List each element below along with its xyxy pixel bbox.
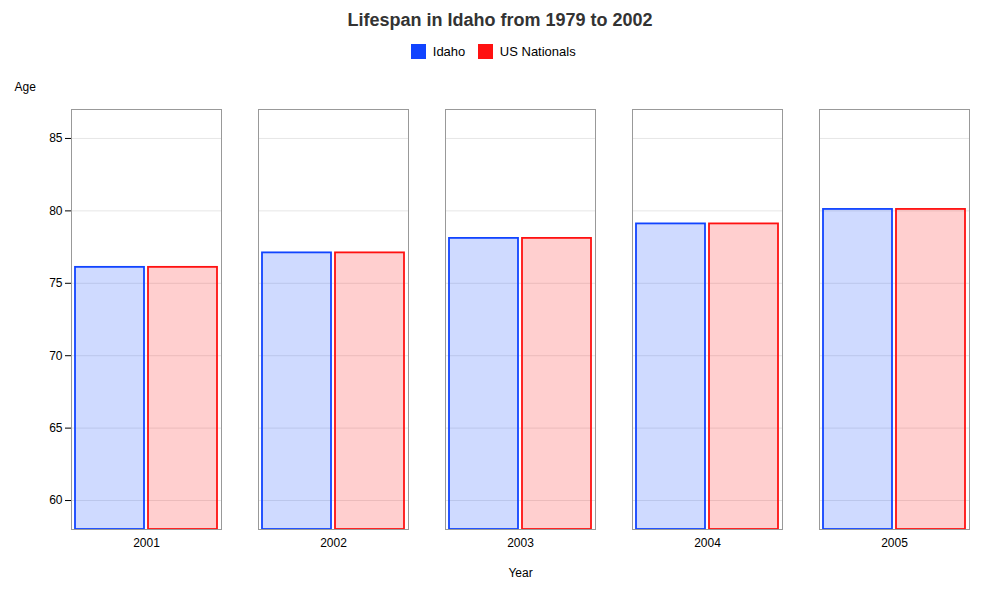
- svg-text:Year: Year: [508, 565, 532, 579]
- html-text:Lifespan in Idaho from 1979 to: Lifespan in Idaho from 1979 to 2002: [347, 10, 653, 30]
- svg-text:2003: 2003: [507, 536, 534, 550]
- svg-text:2002: 2002: [320, 536, 347, 550]
- html-text:Idaho: Idaho: [432, 44, 466, 59]
- svg-text:Age: Age: [15, 80, 37, 94]
- svg-text:70: 70: [49, 348, 63, 362]
- svg-text:75: 75: [49, 276, 63, 290]
- svg-text:80: 80: [49, 203, 63, 217]
- svg-text:2001: 2001: [133, 536, 160, 550]
- svg-text:85: 85: [49, 131, 63, 145]
- svg-text:65: 65: [49, 420, 63, 434]
- svg-text:2004: 2004: [694, 536, 721, 550]
- html-text:US Nationals: US Nationals: [499, 44, 576, 59]
- svg-text:2005: 2005: [881, 536, 908, 550]
- svg-text:60: 60: [49, 493, 63, 507]
